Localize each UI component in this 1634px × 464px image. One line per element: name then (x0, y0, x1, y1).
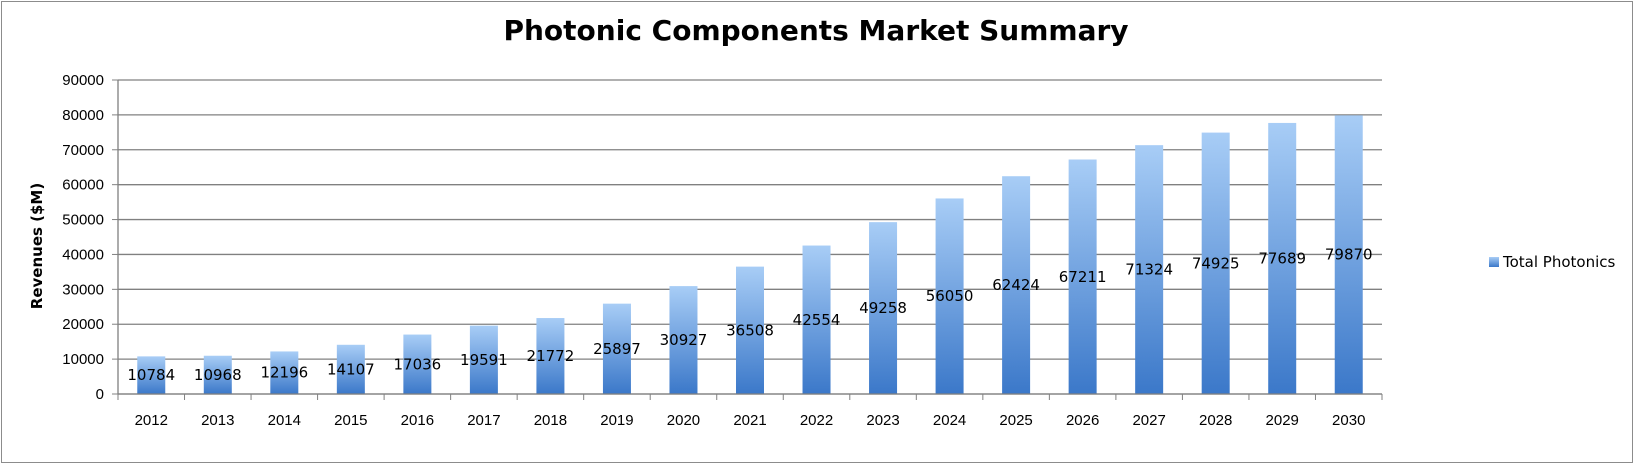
bar-2013 (203, 355, 232, 394)
data-label: 25897 (593, 340, 641, 358)
x-tick-label: 2017 (467, 412, 500, 429)
y-axis-label: Revenues ($M) (28, 183, 46, 309)
data-label: 79870 (1325, 246, 1373, 264)
data-label: 12196 (260, 364, 308, 382)
data-label: 74925 (1192, 254, 1240, 272)
bar-2016 (403, 334, 432, 394)
data-label: 56050 (926, 287, 974, 305)
x-tick-label: 2019 (600, 412, 633, 429)
data-label: 71324 (1125, 261, 1173, 279)
x-tick-label: 2030 (1332, 412, 1365, 429)
y-tick-label: 60000 (62, 177, 104, 194)
y-tick-label: 30000 (62, 281, 104, 298)
x-tick-label: 2026 (1066, 412, 1099, 429)
bar-2028 (1201, 132, 1230, 394)
x-tick-label: 2021 (733, 412, 766, 429)
bar-2019 (602, 303, 631, 394)
x-tick-label: 2014 (268, 412, 301, 429)
x-tick-label: 2012 (135, 412, 168, 429)
chart-title: Photonic Components Market Summary (503, 14, 1129, 47)
bar-2027 (1135, 145, 1164, 394)
data-label: 30927 (660, 331, 708, 349)
y-tick-label: 50000 (62, 212, 104, 229)
y-tick-label: 0 (96, 386, 104, 403)
data-label: 67211 (1059, 268, 1107, 286)
y-tick-label: 80000 (62, 107, 104, 124)
x-tick-label: 2015 (334, 412, 367, 429)
bar-2029 (1268, 122, 1297, 394)
x-tick-label: 2016 (401, 412, 434, 429)
bar-2023 (869, 222, 898, 394)
bar-2025 (1002, 176, 1031, 394)
x-tick-label: 2020 (667, 412, 700, 429)
y-tick-label: 70000 (62, 142, 104, 159)
y-tick-label: 20000 (62, 316, 104, 333)
data-label: 49258 (859, 299, 907, 317)
data-label: 77689 (1258, 249, 1306, 267)
y-tick-label: 10000 (62, 351, 104, 368)
x-tick-label: 2018 (534, 412, 567, 429)
x-tick-label: 2024 (933, 412, 966, 429)
x-tick-label: 2029 (1266, 412, 1299, 429)
bar-2021 (736, 266, 764, 394)
legend-label: Total Photonics (1503, 253, 1616, 271)
data-label: 62424 (992, 276, 1040, 294)
data-label: 17036 (394, 355, 442, 373)
x-tick-label: 2022 (800, 412, 833, 429)
bar-2017 (469, 325, 498, 394)
data-label: 19591 (460, 351, 508, 369)
data-label: 36508 (726, 321, 774, 339)
bar-2015 (336, 344, 365, 394)
bar-2024 (935, 198, 964, 394)
x-tick-label: 2028 (1199, 412, 1232, 429)
bar-2012 (137, 356, 166, 394)
data-label: 14107 (327, 360, 375, 378)
bar-2022 (802, 245, 831, 394)
data-label: 42554 (793, 311, 841, 329)
bar-2026 (1068, 159, 1097, 394)
x-tick-label: 2025 (999, 412, 1032, 429)
bar-2018 (536, 318, 565, 394)
y-tick-label: 90000 (62, 72, 104, 89)
data-label: 10784 (127, 366, 175, 384)
x-tick-label: 2013 (201, 412, 234, 429)
bar-2014 (270, 351, 299, 394)
legend: Total Photonics (1489, 252, 1615, 272)
bar-2030 (1334, 115, 1363, 395)
data-label: 21772 (527, 347, 575, 365)
x-tick-label: 2023 (866, 412, 899, 429)
y-tick-label: 40000 (62, 246, 104, 263)
legend-swatch (1489, 257, 1499, 267)
data-label: 10968 (194, 366, 242, 384)
bar-2020 (669, 286, 698, 394)
x-tick-label: 2027 (1132, 412, 1165, 429)
